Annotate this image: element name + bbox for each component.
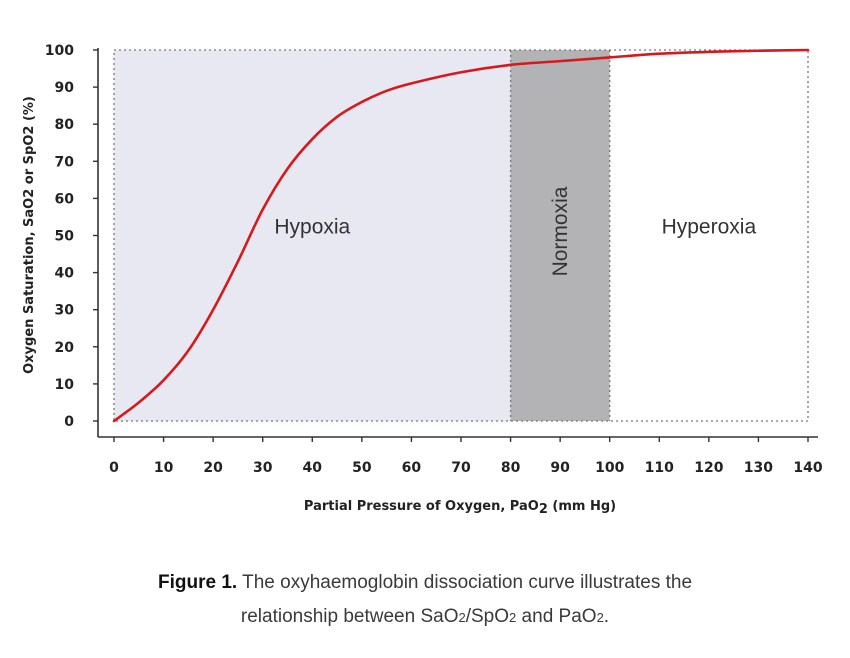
x-tick-label: 10 [154,460,174,476]
x-tick-label: 50 [352,460,372,476]
region-hypoxia [114,50,511,421]
x-tick-label: 110 [645,460,674,476]
caption-text-2a: relationship between SaO [240,606,459,627]
y-tick-label: 70 [55,154,75,170]
x-tick-label: 70 [451,460,471,476]
labels-layer: Hypoxia Normoxia Hyperoxia [274,186,756,276]
x-axis-title: Partial Pressure of Oxygen, PaO2 (mm Hg) [304,499,616,517]
caption-line-1: Figure 1. The oxyhaemoglobin dissociatio… [0,566,850,600]
x-tick-label: 120 [694,460,723,476]
y-tick-label: 50 [55,229,75,245]
ticks-layer: 0 10 20 30 40 50 60 70 80 90 100 0 10 20 30 40 50 60 70 80 9… [45,43,823,476]
x-tick-label: 90 [550,460,570,476]
caption-text-1: The oxyhaemoglobin dissociation curve il… [237,572,693,593]
caption-sub-3: 2 [596,610,604,625]
y-tick-label: 60 [55,191,75,207]
region-label-hyperoxia: Hyperoxia [662,216,757,239]
plot-border [113,49,809,422]
y-tick-label: 10 [55,377,75,393]
x-tick-label: 30 [253,460,273,476]
caption-label: Figure 1. [157,572,238,593]
series-layer [112,48,810,423]
caption-sub-1: 2 [458,610,466,625]
caption-sub-2: 2 [509,610,517,625]
x-tick-label: 80 [501,460,521,476]
caption-text-2c: and PaO [516,606,597,627]
y-tick-label: 100 [45,43,74,59]
y-axis-title: Oxygen Saturation, SaO2 or SpO2 (%) [22,96,37,374]
region-normoxia [510,50,610,421]
x-tick-label: 130 [744,460,773,476]
x-tick-label: 40 [303,460,323,476]
x-tick-label: 60 [402,460,422,476]
y-tick-label: 40 [55,266,75,282]
x-tick-label: 100 [595,460,624,476]
region-label-hypoxia: Hypoxia [274,216,350,239]
y-tick-label: 30 [55,303,75,319]
axes-layer [97,48,818,438]
x-tick-label: 20 [203,460,223,476]
region-label-normoxia: Normoxia [549,186,572,276]
figure-caption: Figure 1. The oxyhaemoglobin dissociatio… [0,566,850,635]
caption-text-2d: . [603,606,610,627]
plot-border-rect [113,49,809,422]
region-hyperoxia [609,50,808,421]
oxygen-dissociation-chart: 0 10 20 30 40 50 60 70 80 90 100 0 10 20 30 40 50 60 70 80 9… [22,43,823,517]
caption-line-2: relationship between SaO2/SpO2 and PaO2. [0,600,850,635]
saturation-curve [112,48,810,423]
x-tick-label: 0 [109,460,119,476]
x-tick-label: 140 [793,460,822,476]
y-tick-label: 80 [55,117,75,133]
y-tick-label: 0 [64,414,74,430]
regions-layer [114,50,808,421]
y-tick-label: 20 [55,340,75,356]
y-tick-label: 90 [55,80,75,96]
caption-text-2b: /SpO [465,606,510,627]
